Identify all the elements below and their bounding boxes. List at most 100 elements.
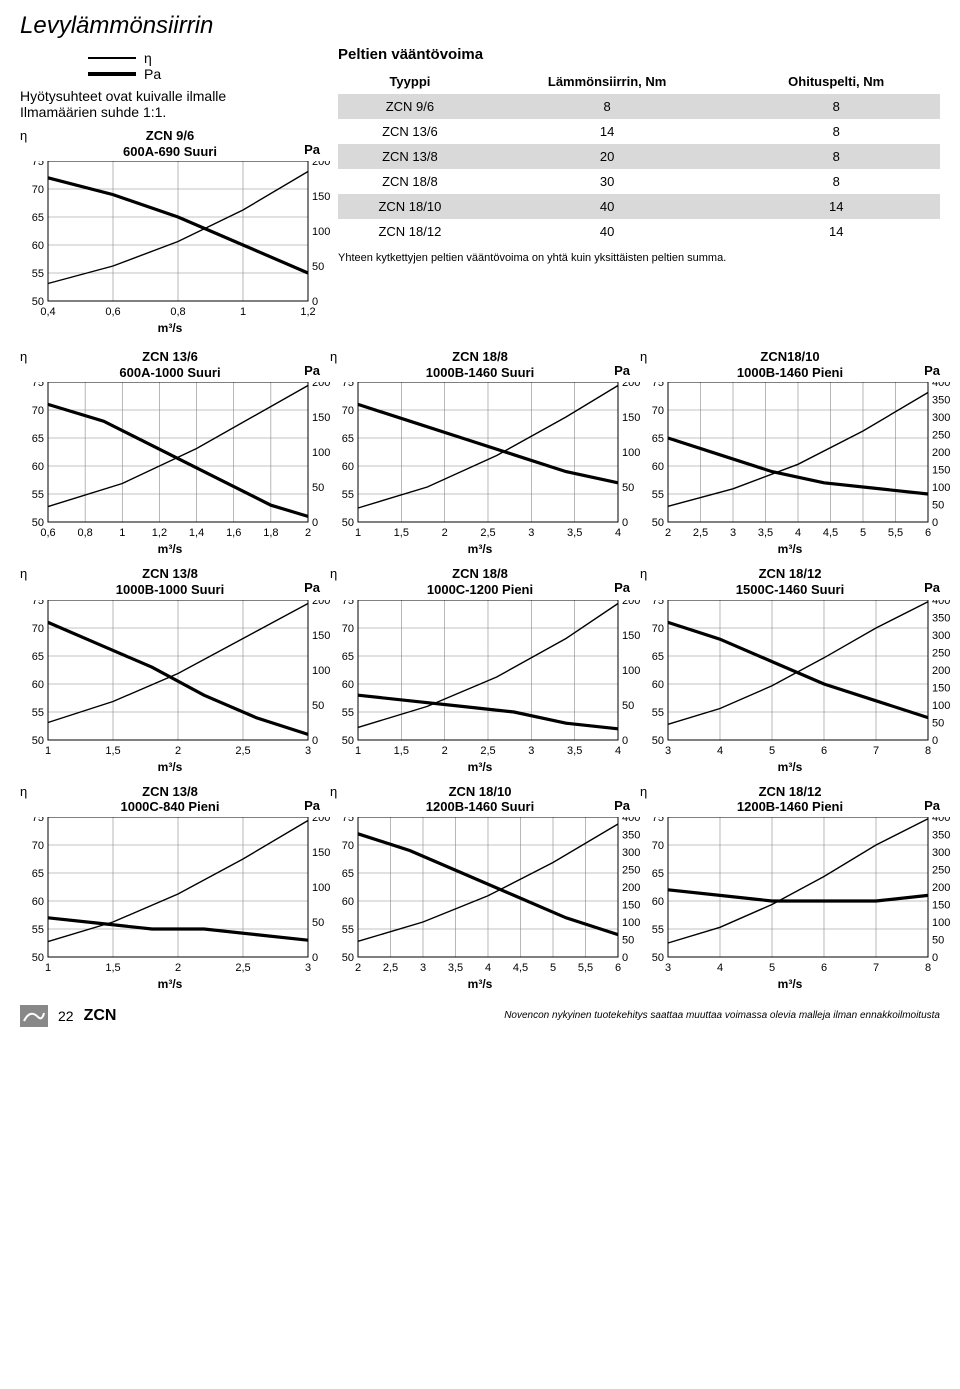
- xtick: 3,5: [567, 745, 582, 757]
- ytick-left: 55: [32, 489, 44, 501]
- ytick-left: 60: [652, 461, 664, 473]
- ytick-left: 75: [342, 600, 354, 607]
- ytick-right: 100: [622, 917, 640, 929]
- chart-plot: 50556065707505010015020025030035040022,5…: [640, 382, 958, 540]
- ytick-left: 75: [32, 817, 44, 824]
- ytick-right: 200: [312, 817, 330, 824]
- xtick: 6: [925, 527, 931, 539]
- ytick-left: 75: [342, 817, 354, 824]
- ytick-left: 55: [32, 268, 44, 280]
- chart-eta-label: η: [20, 566, 27, 582]
- chart-plot: 50556065707505010015020025030035040022,5…: [330, 817, 648, 975]
- table-cell: 40: [482, 194, 733, 219]
- ytick-left: 55: [32, 924, 44, 936]
- xtick: 3: [730, 527, 736, 539]
- torque-header: Ohituspelti, Nm: [732, 69, 940, 94]
- table-cell: 14: [482, 119, 733, 144]
- xtick: 2,5: [383, 962, 398, 974]
- ytick-right: 150: [312, 630, 330, 642]
- chart-title-line2: 1000B-1460 Suuri: [426, 365, 534, 380]
- ytick-right: 0: [312, 952, 318, 964]
- ytick-right: 300: [932, 630, 950, 642]
- chart-eta-label: η: [330, 349, 337, 365]
- xtick: 2: [305, 527, 311, 539]
- chart-eta-label: η: [330, 784, 337, 800]
- chart-zcn-18-8-pieni: η ZCN 18/8 1000C-1200 Pieni Pa 505560657…: [330, 566, 630, 773]
- xtick: 2,5: [480, 745, 495, 757]
- chart-title-line2: 1500C-1460 Suuri: [736, 582, 844, 597]
- ytick-left: 55: [342, 707, 354, 719]
- ytick-right: 400: [622, 817, 640, 824]
- ytick-left: 70: [652, 405, 664, 417]
- chart-zcn-13-8-pieni: η ZCN 13/8 1000C-840 Pieni Pa 5055606570…: [20, 784, 320, 991]
- table-cell: 8: [482, 94, 733, 119]
- xtick: 1,6: [226, 527, 241, 539]
- ytick-left: 65: [32, 868, 44, 880]
- chart-title-line2: 1000B-1000 Suuri: [116, 582, 224, 597]
- chart-title-line1: ZCN 9/6: [146, 128, 194, 143]
- page-number: 22: [58, 1008, 74, 1024]
- ytick-left: 75: [32, 161, 44, 168]
- chart-title-line2: 1000B-1460 Pieni: [737, 365, 843, 380]
- xtick: 4: [615, 527, 621, 539]
- xtick: 1,5: [105, 962, 120, 974]
- xtick: 2,5: [480, 527, 495, 539]
- chart-pa-label: Pa: [614, 363, 630, 379]
- ytick-right: 0: [622, 735, 628, 747]
- ytick-right: 300: [622, 847, 640, 859]
- ytick-right: 250: [932, 430, 950, 442]
- ytick-right: 50: [312, 700, 324, 712]
- table-cell: 40: [482, 219, 733, 244]
- chart-title-line1: ZCN18/10: [760, 349, 819, 364]
- xtick: 2: [175, 745, 181, 757]
- xtick: 5: [860, 527, 866, 539]
- table-cell: ZCN 9/6: [338, 94, 482, 119]
- ytick-right: 200: [932, 665, 950, 677]
- ytick-right: 150: [622, 630, 640, 642]
- ytick-left: 75: [652, 382, 664, 389]
- ytick-left: 60: [32, 240, 44, 252]
- ytick-right: 150: [312, 191, 330, 203]
- ytick-left: 70: [652, 623, 664, 635]
- ytick-left: 70: [652, 840, 664, 852]
- chart-plot: 50556065707505010015020011,522,533,54: [330, 382, 648, 540]
- ytick-right: 0: [932, 735, 938, 747]
- subtitle-2: Ilmamäärien suhde 1:1.: [20, 104, 320, 120]
- table-cell: 8: [732, 144, 940, 169]
- xtick: 1: [355, 745, 361, 757]
- chart-pa-label: Pa: [924, 363, 940, 379]
- xtick: 2,5: [235, 745, 250, 757]
- ytick-right: 50: [932, 934, 944, 946]
- chart-eta-label: η: [20, 784, 27, 800]
- ytick-left: 65: [652, 433, 664, 445]
- xtick: 5: [769, 962, 775, 974]
- footer-brand: ZCN: [84, 1007, 117, 1025]
- ytick-right: 0: [932, 517, 938, 529]
- table-cell: ZCN 18/12: [338, 219, 482, 244]
- ytick-right: 350: [622, 829, 640, 841]
- ytick-left: 50: [342, 735, 354, 747]
- ytick-right: 150: [932, 899, 950, 911]
- chart-zcn-18-10-pieni: η ZCN18/10 1000B-1460 Pieni Pa 505560657…: [640, 349, 940, 556]
- chart-pa-label: Pa: [614, 580, 630, 596]
- chart-title-line2: 1200B-1460 Pieni: [737, 799, 843, 814]
- xtick: 1,5: [105, 745, 120, 757]
- ytick-left: 50: [342, 952, 354, 964]
- chart-plot: 50556065707505010015020011,522,53: [20, 600, 338, 758]
- table-cell: 20: [482, 144, 733, 169]
- xtick: 4: [795, 527, 801, 539]
- ytick-right: 200: [932, 447, 950, 459]
- ytick-right: 100: [312, 226, 330, 238]
- ytick-left: 75: [342, 382, 354, 389]
- ytick-right: 350: [932, 395, 950, 407]
- legend-eta: η: [144, 50, 152, 66]
- ytick-right: 150: [312, 412, 330, 424]
- chart-title-line1: ZCN 18/10: [449, 784, 512, 799]
- legend-pa: Pa: [144, 66, 161, 82]
- x-axis-caption: m³/s: [20, 542, 320, 556]
- ytick-left: 70: [342, 840, 354, 852]
- ytick-right: 100: [932, 482, 950, 494]
- ytick-right: 0: [932, 952, 938, 964]
- chart-zcn-13-6: η ZCN 13/6 600A-1000 Suuri Pa 5055606570…: [20, 349, 320, 556]
- chart-eta-label: η: [640, 349, 647, 365]
